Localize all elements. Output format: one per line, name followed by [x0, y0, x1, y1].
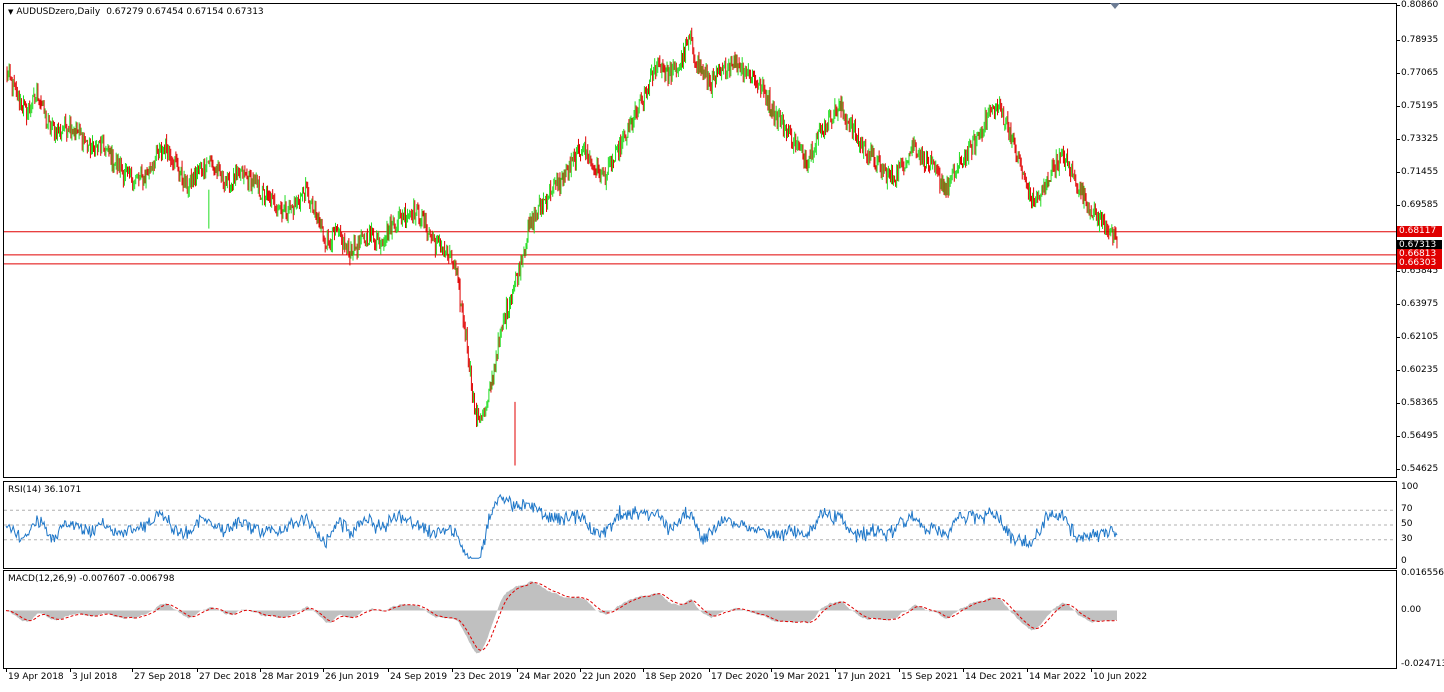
price-tick-mark: [1397, 403, 1400, 405]
price-tick-mark: [1397, 304, 1400, 306]
price-tick-mark: [1397, 171, 1400, 173]
price-chart-pane[interactable]: ▼ AUDUSDzero,Daily 0.67279 0.67454 0.67154…: [3, 3, 1397, 478]
time-tick-mark: [1027, 669, 1028, 672]
rsi-tick-label: 30: [1401, 533, 1413, 544]
time-tick-label: 28 Mar 2019: [262, 672, 320, 682]
time-tick-mark: [580, 669, 581, 672]
time-tick-label: 23 Dec 2019: [454, 672, 512, 682]
macd-axis: 0.016556 0.00 -0.024713: [1397, 568, 1444, 669]
time-tick-label: 27 Dec 2018: [199, 672, 257, 682]
price-tick-mark: [1397, 138, 1400, 140]
time-tick-label: 17 Jun 2021: [837, 672, 892, 682]
time-tick-label: 26 Jun 2019: [325, 672, 380, 682]
rsi-pane[interactable]: RSI(14) 36.1071: [3, 481, 1397, 569]
time-tick-label: 19 Apr 2018: [8, 672, 64, 682]
price-tick-label: 0.63975: [1401, 299, 1439, 310]
time-tick-label: 24 Sep 2019: [390, 672, 448, 682]
price-level-label: 0.67313: [1397, 240, 1442, 252]
price-level-label: 0.68117: [1397, 225, 1442, 237]
time-tick-label: 14 Mar 2022: [1029, 672, 1087, 682]
time-tick-mark: [388, 669, 389, 672]
price-axis: 0.80860 0.78935 0.77065 0.75195 0.73325 0.714…: [1397, 0, 1444, 478]
time-tick-mark: [517, 669, 518, 672]
price-tick-mark: [1397, 105, 1400, 107]
price-tick-label: 0.60235: [1401, 365, 1439, 376]
chart-shift-marker-icon[interactable]: [1110, 3, 1120, 9]
price-tick-mark: [1397, 469, 1400, 471]
price-tick-label: 0.80860: [1401, 0, 1439, 11]
time-axis: 19 Apr 2018 3 Jul 2018 27 Sep 2018 27 Dec 2…: [3, 669, 1395, 689]
price-tick-mark: [1397, 270, 1400, 272]
price-tick-label: 0.62105: [1401, 332, 1439, 343]
price-level-label: 0.66303: [1397, 257, 1442, 269]
time-tick-mark: [323, 669, 324, 672]
rsi-axis: 100 70 50 30 0: [1397, 481, 1444, 569]
macd-label: MACD(12,26,9) -0.007607 -0.006798: [8, 574, 175, 584]
price-tick-label: 0.65845: [1401, 265, 1439, 276]
price-level-label: 0.66813: [1397, 248, 1442, 260]
time-tick-mark: [70, 669, 71, 672]
macd-histogram: [6, 581, 1117, 654]
rsi-tick-label: 0: [1401, 556, 1407, 566]
time-tick-label: 18 Sep 2020: [645, 672, 703, 682]
time-tick-mark: [1091, 669, 1092, 672]
time-tick-mark: [835, 669, 836, 672]
price-tick-label: 0.71455: [1401, 166, 1439, 177]
rsi-label: RSI(14) 36.1071: [8, 485, 82, 495]
time-tick-mark: [452, 669, 453, 672]
time-tick-mark: [643, 669, 644, 672]
price-tick-label: 0.78935: [1401, 34, 1439, 45]
time-tick-label: 17 Dec 2020: [711, 672, 769, 682]
symbol-label: AUDUSDzero,Daily: [16, 7, 101, 17]
time-tick-mark: [197, 669, 198, 672]
price-tick-mark: [1397, 5, 1400, 7]
time-tick-mark: [899, 669, 900, 672]
ohlc-values: 0.67279 0.67454 0.67154 0.67313: [106, 7, 264, 17]
time-tick-mark: [6, 669, 7, 672]
time-tick-label: 19 Mar 2021: [773, 672, 831, 682]
time-tick-label: 24 Mar 2020: [519, 672, 577, 682]
price-tick-label: 0.54625: [1401, 464, 1439, 475]
price-chart: [4, 27, 1396, 466]
macd-tick-label: 0.00: [1401, 604, 1422, 615]
price-tick-label: 0.77065: [1401, 67, 1439, 78]
macd-pane[interactable]: MACD(12,26,9) -0.007607 -0.006798: [3, 570, 1397, 669]
macd-tick-label: -0.024713: [1401, 658, 1444, 669]
time-tick-mark: [132, 669, 133, 672]
time-tick-label: 22 Jun 2020: [582, 672, 637, 682]
price-tick-mark: [1397, 337, 1400, 339]
price-tick-mark: [1397, 39, 1400, 41]
price-tick-label: 0.56495: [1401, 431, 1439, 442]
time-tick-label: 3 Jul 2018: [72, 672, 118, 682]
rsi-chart: [4, 493, 1396, 559]
chart-header: ▼ AUDUSDzero,Daily 0.67279 0.67454 0.67154…: [8, 7, 270, 17]
time-tick-mark: [771, 669, 772, 672]
rsi-tick-label: 100: [1401, 482, 1419, 492]
rsi-line: [5, 493, 1118, 559]
price-tick-mark: [1397, 72, 1400, 74]
macd-chart: [5, 581, 1118, 654]
time-tick-label: 10 Jun 2022: [1093, 672, 1148, 682]
price-tick-label: 0.75195: [1401, 100, 1439, 111]
price-tick-mark: [1397, 370, 1400, 372]
rsi-tick-label: 50: [1401, 519, 1413, 529]
time-tick-label: 14 Dec 2021: [965, 672, 1023, 682]
price-tick-label: 0.73325: [1401, 133, 1439, 144]
macd-tick-label: 0.016556: [1401, 568, 1444, 579]
time-tick-mark: [709, 669, 710, 672]
time-tick-mark: [963, 669, 964, 672]
time-tick-mark: [260, 669, 261, 672]
rsi-tick-label: 70: [1401, 504, 1413, 515]
price-tick-label: 0.69585: [1401, 199, 1439, 210]
price-tick-mark: [1397, 436, 1400, 438]
time-tick-label: 15 Sep 2021: [901, 672, 959, 682]
price-tick-label: 0.58365: [1401, 398, 1439, 409]
dropdown-triangle-icon[interactable]: ▼: [8, 8, 14, 16]
time-tick-label: 27 Sep 2018: [134, 672, 192, 682]
price-tick-mark: [1397, 204, 1400, 206]
